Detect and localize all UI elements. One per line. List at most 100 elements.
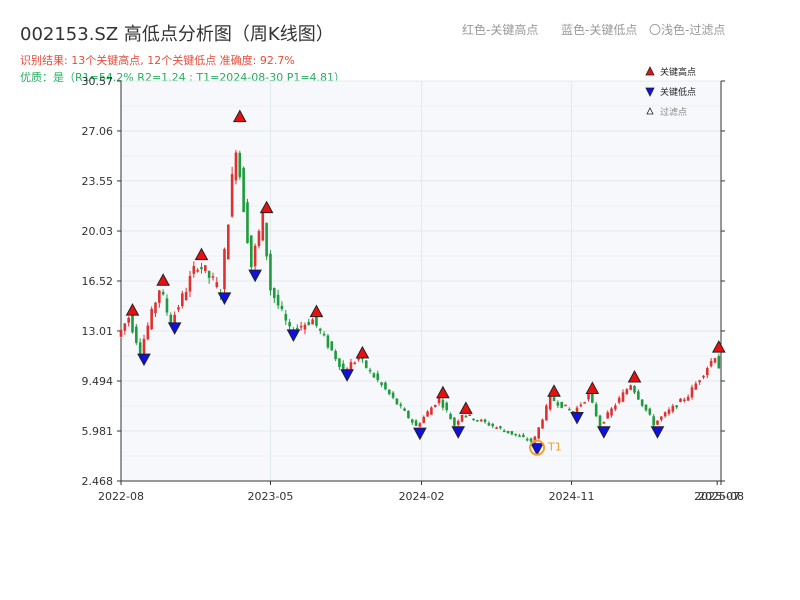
key-high-marker bbox=[459, 401, 473, 414]
candle-body bbox=[656, 420, 659, 425]
candle-body bbox=[184, 291, 188, 301]
key-high-marker bbox=[711, 340, 726, 353]
candle-body bbox=[353, 362, 357, 365]
candle-body bbox=[702, 375, 705, 378]
candle-body bbox=[663, 412, 667, 417]
candle-body bbox=[119, 329, 123, 337]
candle-body bbox=[418, 423, 422, 427]
candle-body bbox=[533, 436, 537, 443]
candle-body bbox=[318, 328, 322, 331]
candle-body bbox=[487, 422, 491, 426]
candle-body bbox=[315, 315, 318, 326]
candle-body bbox=[272, 288, 276, 299]
candle-body bbox=[161, 291, 165, 295]
candle-body bbox=[430, 407, 433, 415]
key-low-marker bbox=[570, 411, 584, 425]
legend-label: 关键高点 bbox=[660, 66, 696, 78]
y-tick-label: 20.03 bbox=[82, 225, 114, 238]
candle-body bbox=[560, 401, 563, 408]
candle-body bbox=[510, 431, 514, 435]
candle-body bbox=[372, 373, 376, 378]
x-tick-label: 2025-08 bbox=[698, 490, 744, 503]
candle-body bbox=[181, 293, 184, 307]
candle-body bbox=[694, 383, 698, 390]
candle-body bbox=[211, 276, 215, 278]
candle-body bbox=[617, 397, 621, 403]
candle-body bbox=[326, 335, 330, 348]
y-tick-label: 9.494 bbox=[82, 375, 114, 388]
candle-body bbox=[660, 416, 663, 420]
legend-label: 过滤点 bbox=[660, 106, 687, 118]
candle-body bbox=[196, 269, 199, 272]
candle-body bbox=[583, 402, 586, 404]
candle-body bbox=[341, 363, 345, 370]
candle-body bbox=[537, 427, 541, 439]
candle-body bbox=[303, 324, 307, 330]
candle-body bbox=[230, 174, 234, 217]
y-tick-label: 5.981 bbox=[82, 425, 114, 438]
candle-body bbox=[403, 408, 406, 411]
candle-body bbox=[464, 415, 468, 418]
candle-body bbox=[261, 210, 265, 241]
candle-body bbox=[269, 253, 272, 291]
candle-body bbox=[506, 430, 510, 433]
candle-body bbox=[265, 222, 268, 257]
candle-body bbox=[633, 385, 636, 393]
candle-body bbox=[422, 416, 426, 423]
key-high-marker bbox=[436, 385, 450, 399]
key-high-marker bbox=[125, 303, 140, 316]
candle-body bbox=[606, 412, 609, 419]
candle-body bbox=[135, 326, 138, 343]
candle-body bbox=[449, 413, 452, 420]
key-low-marker bbox=[167, 322, 182, 335]
x-tick-label: 2024-02 bbox=[399, 490, 445, 503]
candle-body bbox=[610, 408, 613, 416]
candle-body bbox=[568, 408, 571, 411]
candle-body bbox=[625, 389, 629, 395]
key-high-marker bbox=[156, 273, 170, 286]
candle-body bbox=[165, 298, 169, 313]
key-high-marker bbox=[232, 109, 247, 123]
candle-body bbox=[330, 341, 334, 351]
candle-body bbox=[307, 322, 311, 325]
candle-body bbox=[445, 402, 449, 411]
candle-body bbox=[698, 380, 701, 383]
chart-title: 002153.SZ 高低点分析图（周K线图） bbox=[20, 24, 334, 45]
candle-body bbox=[545, 405, 548, 421]
legend-red-note: 红色-关键高点 bbox=[462, 23, 539, 37]
candle-body bbox=[499, 426, 502, 429]
candle-body bbox=[529, 438, 533, 442]
candle-body bbox=[717, 356, 721, 369]
candle-body bbox=[514, 433, 518, 436]
candle-body bbox=[154, 302, 157, 313]
candle-body bbox=[679, 398, 682, 403]
candle-body bbox=[391, 392, 395, 398]
key-low-marker bbox=[413, 427, 427, 441]
candle-body bbox=[169, 314, 173, 326]
candle-body bbox=[288, 322, 291, 327]
candle-body bbox=[587, 393, 590, 400]
t1-circle bbox=[529, 439, 546, 456]
candle-body bbox=[556, 402, 560, 406]
candle-body bbox=[238, 152, 242, 178]
candle-body bbox=[591, 392, 594, 403]
candle-body bbox=[453, 417, 456, 426]
candle-body bbox=[204, 265, 207, 271]
candle-body bbox=[476, 420, 479, 422]
candle-body bbox=[200, 267, 203, 270]
key-high-marker bbox=[585, 381, 600, 394]
candle-body bbox=[387, 389, 391, 395]
candle-body bbox=[276, 294, 280, 306]
candle-body bbox=[257, 231, 261, 247]
candle-body bbox=[686, 396, 690, 401]
key-low-marker bbox=[248, 269, 262, 283]
legend-low-icon bbox=[645, 87, 655, 97]
candle-body bbox=[683, 399, 686, 402]
candle-body bbox=[364, 360, 368, 368]
legend-label: 关键低点 bbox=[660, 86, 696, 98]
candle-body bbox=[621, 392, 625, 402]
candle-body bbox=[207, 271, 211, 278]
candle-body bbox=[384, 382, 387, 390]
candle-body bbox=[399, 404, 403, 406]
candle-body bbox=[460, 414, 464, 422]
